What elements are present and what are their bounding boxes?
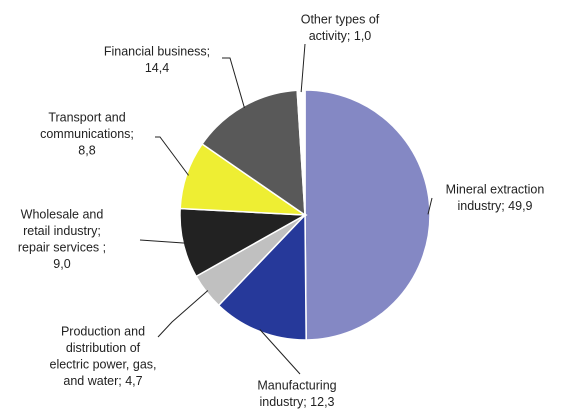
data-label: Transport and — [48, 110, 125, 124]
leader-line — [155, 136, 189, 176]
leader-line — [139, 239, 186, 244]
data-label: 14,4 — [145, 61, 169, 75]
data-label: Wholesale and — [21, 207, 104, 221]
data-label: 9,0 — [53, 257, 70, 271]
data-label: Manufacturing — [257, 378, 336, 392]
data-label: electric power, gas, — [50, 357, 157, 371]
data-label: industry; 12,3 — [259, 395, 334, 409]
data-label: Production and — [61, 324, 145, 338]
pie-slice — [304, 89, 431, 341]
data-label: Mineral extraction — [446, 182, 545, 196]
data-label: activity; 1,0 — [309, 29, 372, 43]
pie-slice — [217, 213, 307, 341]
leader-line — [300, 43, 306, 93]
data-label: industry; 49,9 — [457, 199, 532, 213]
leader-line — [157, 290, 209, 338]
leader-line — [259, 329, 301, 375]
data-label: repair services ; — [18, 240, 106, 254]
leader-line — [222, 57, 245, 109]
data-label: Financial business; — [104, 44, 210, 58]
data-label: Other types of — [301, 12, 380, 26]
leader-line — [427, 197, 433, 215]
data-label: and water; 4,7 — [63, 374, 142, 388]
data-label: distribution of — [66, 341, 141, 355]
data-label: 8,8 — [78, 143, 95, 157]
data-label: communications; — [40, 127, 134, 141]
data-label: retail industry; — [23, 224, 101, 238]
